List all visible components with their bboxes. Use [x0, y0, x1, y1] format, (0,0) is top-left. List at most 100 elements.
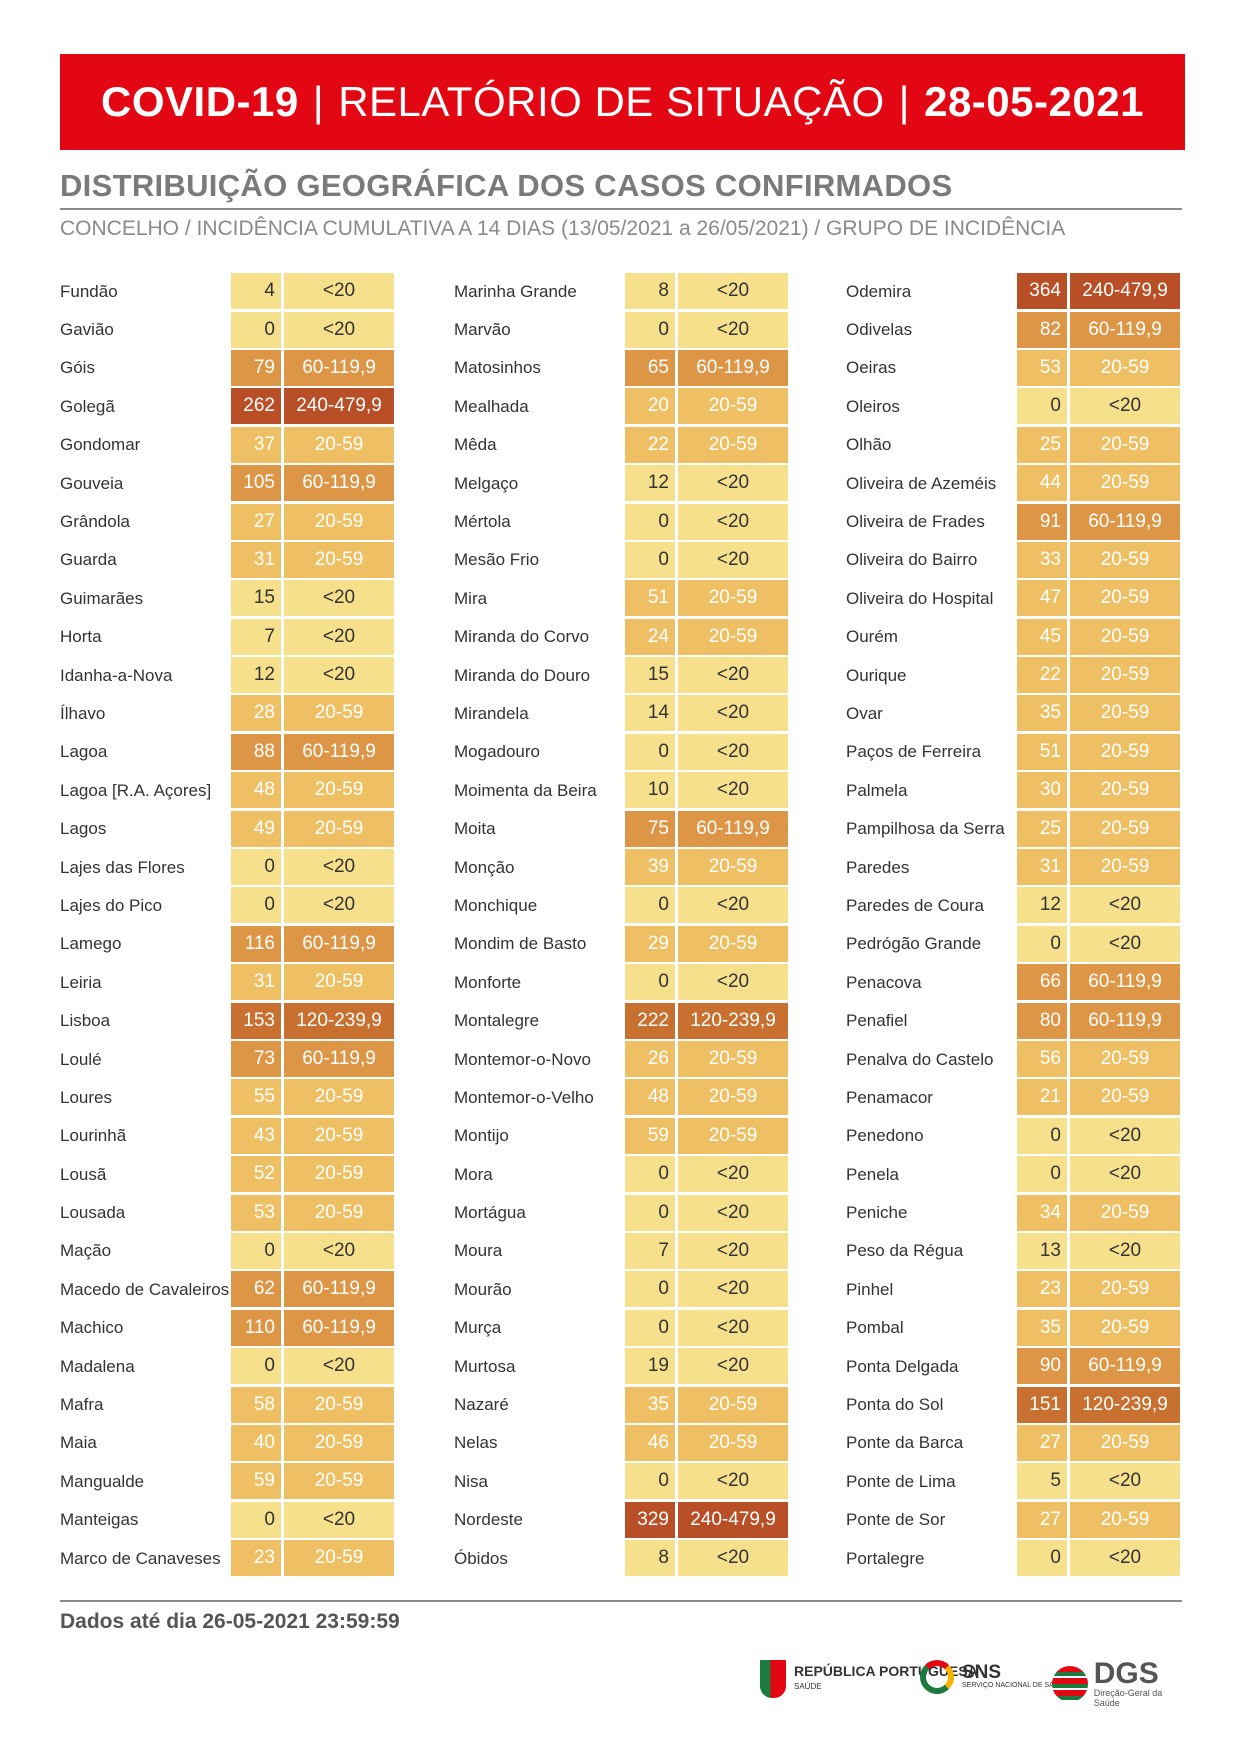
incidence-value: 82 [1017, 311, 1067, 348]
municipality-row: Lamego 116 60-119,9 [60, 925, 400, 963]
municipality-row: Penela 0 <20 [846, 1155, 1186, 1193]
incidence-group: 20-59 [284, 541, 394, 578]
incidence-group: <20 [678, 1540, 788, 1577]
municipality-row: Peniche 34 20-59 [846, 1193, 1186, 1231]
municipality-name: Guimarães [60, 588, 144, 608]
municipality-name: Murça [454, 1318, 502, 1338]
incidence-group: 20-59 [678, 388, 788, 425]
footer-divider [60, 1600, 1182, 1602]
incidence-group: <20 [284, 849, 394, 886]
municipality-row: Moimenta da Beira 10 <20 [454, 771, 794, 809]
incidence-value: 21 [1017, 1079, 1067, 1116]
incidence-value: 0 [231, 1348, 281, 1385]
municipality-row: Nordeste 329 240-479,9 [454, 1501, 794, 1539]
municipality-name: Pombal [846, 1318, 904, 1338]
incidence-value: 0 [231, 1501, 281, 1538]
municipality-row: Paredes de Coura 12 <20 [846, 886, 1186, 924]
incidence-group: <20 [1070, 1117, 1180, 1154]
municipality-row: Lisboa 153 120-239,9 [60, 1001, 400, 1039]
municipality-row: Ponte da Barca 27 20-59 [846, 1424, 1186, 1462]
incidence-value: 0 [231, 311, 281, 348]
municipality-name: Penedono [846, 1126, 924, 1146]
incidence-value: 0 [625, 541, 675, 578]
municipality-name: Mortágua [454, 1203, 526, 1223]
incidence-value: 30 [1017, 772, 1067, 809]
incidence-group: 60-119,9 [1070, 1348, 1180, 1385]
incidence-value: 8 [625, 273, 675, 310]
municipality-name: Oliveira de Frades [846, 512, 985, 532]
municipality-row: Idanha-a-Nova 12 <20 [60, 656, 400, 694]
municipality-row: Penedono 0 <20 [846, 1117, 1186, 1155]
incidence-group: 120-239,9 [284, 1002, 394, 1039]
municipality-name: Monforte [454, 972, 522, 992]
municipality-name: Penafiel [846, 1011, 908, 1031]
municipality-row: Nisa 0 <20 [454, 1462, 794, 1500]
incidence-group: <20 [1070, 887, 1180, 924]
municipality-row: Mação 0 <20 [60, 1232, 400, 1270]
incidence-group: 20-59 [284, 503, 394, 540]
incidence-value: 20 [625, 388, 675, 425]
municipality-row: Fundão 4 <20 [60, 272, 400, 310]
incidence-group: 20-59 [284, 1424, 394, 1461]
incidence-group: <20 [284, 580, 394, 617]
municipality-name: Manteigas [60, 1510, 139, 1530]
municipality-row: Montalegre 222 120-239,9 [454, 1001, 794, 1039]
incidence-value: 53 [1017, 349, 1067, 386]
municipality-name: Olhão [846, 435, 892, 455]
data-cutoff-note: Dados até dia 26-05-2021 23:59:59 [60, 1610, 400, 1633]
municipality-name: Paredes de Coura [846, 895, 984, 915]
municipality-row: Nelas 46 20-59 [454, 1424, 794, 1462]
municipality-name: Oliveira do Hospital [846, 588, 994, 608]
incidence-group: <20 [678, 964, 788, 1001]
municipality-name: Odemira [846, 281, 912, 301]
incidence-group: <20 [284, 618, 394, 655]
municipality-row: Mirandela 14 <20 [454, 694, 794, 732]
municipality-row: Odemira 364 240-479,9 [846, 272, 1186, 310]
incidence-value: 0 [231, 1232, 281, 1269]
municipality-row: Miranda do Corvo 24 20-59 [454, 618, 794, 656]
municipality-name: Ponta do Sol [846, 1395, 944, 1415]
sns-logo-subtext: SERVIÇO NACIONAL DE SAÚDE [962, 1682, 1069, 1689]
municipality-name: Idanha-a-Nova [60, 665, 173, 685]
incidence-value: 43 [231, 1117, 281, 1154]
municipality-name: Matosinhos [454, 358, 541, 378]
municipality-row: Ponta Delgada 90 60-119,9 [846, 1347, 1186, 1385]
municipality-name: Murtosa [454, 1356, 516, 1376]
incidence-group: 20-59 [1070, 849, 1180, 886]
incidence-value: 7 [231, 618, 281, 655]
incidence-value: 8 [625, 1540, 675, 1577]
municipality-row: Mira 51 20-59 [454, 579, 794, 617]
municipality-row: Mafra 58 20-59 [60, 1385, 400, 1423]
municipality-name: Pampilhosa da Serra [846, 819, 1005, 839]
incidence-group: 20-59 [284, 695, 394, 732]
municipality-row: Mortágua 0 <20 [454, 1193, 794, 1231]
incidence-group: <20 [284, 1348, 394, 1385]
incidence-value: 23 [1017, 1271, 1067, 1308]
incidence-group: 20-59 [678, 1041, 788, 1077]
incidence-group: 20-59 [678, 426, 788, 463]
municipality-name: Mação [60, 1241, 112, 1261]
incidence-group: 20-59 [1070, 1501, 1180, 1538]
incidence-value: 28 [231, 695, 281, 732]
incidence-value: 15 [231, 580, 281, 617]
incidence-group: 20-59 [1070, 349, 1180, 386]
dgs-logo: DGS Direção-Geral da Saúde [1052, 1659, 1190, 1708]
incidence-group: <20 [678, 1348, 788, 1385]
municipality-name: Montijo [454, 1126, 509, 1146]
incidence-value: 153 [231, 1002, 281, 1039]
incidence-value: 35 [625, 1386, 675, 1423]
municipality-row: Manteigas 0 <20 [60, 1501, 400, 1539]
municipality-name: Lousada [60, 1203, 126, 1223]
municipality-name: Ponta Delgada [846, 1356, 959, 1376]
municipality-row: Loulé 73 60-119,9 [60, 1040, 400, 1078]
municipality-name: Mira [454, 588, 488, 608]
incidence-value: 4 [231, 273, 281, 310]
incidence-group: 20-59 [1070, 810, 1180, 847]
incidence-group: 20-59 [1070, 695, 1180, 732]
incidence-group: 20-59 [284, 426, 394, 463]
incidence-group: 60-119,9 [678, 810, 788, 847]
incidence-value: 329 [625, 1501, 675, 1538]
incidence-group: 20-59 [284, 810, 394, 847]
incidence-group: 20-59 [1070, 1309, 1180, 1346]
incidence-value: 22 [1017, 657, 1067, 694]
